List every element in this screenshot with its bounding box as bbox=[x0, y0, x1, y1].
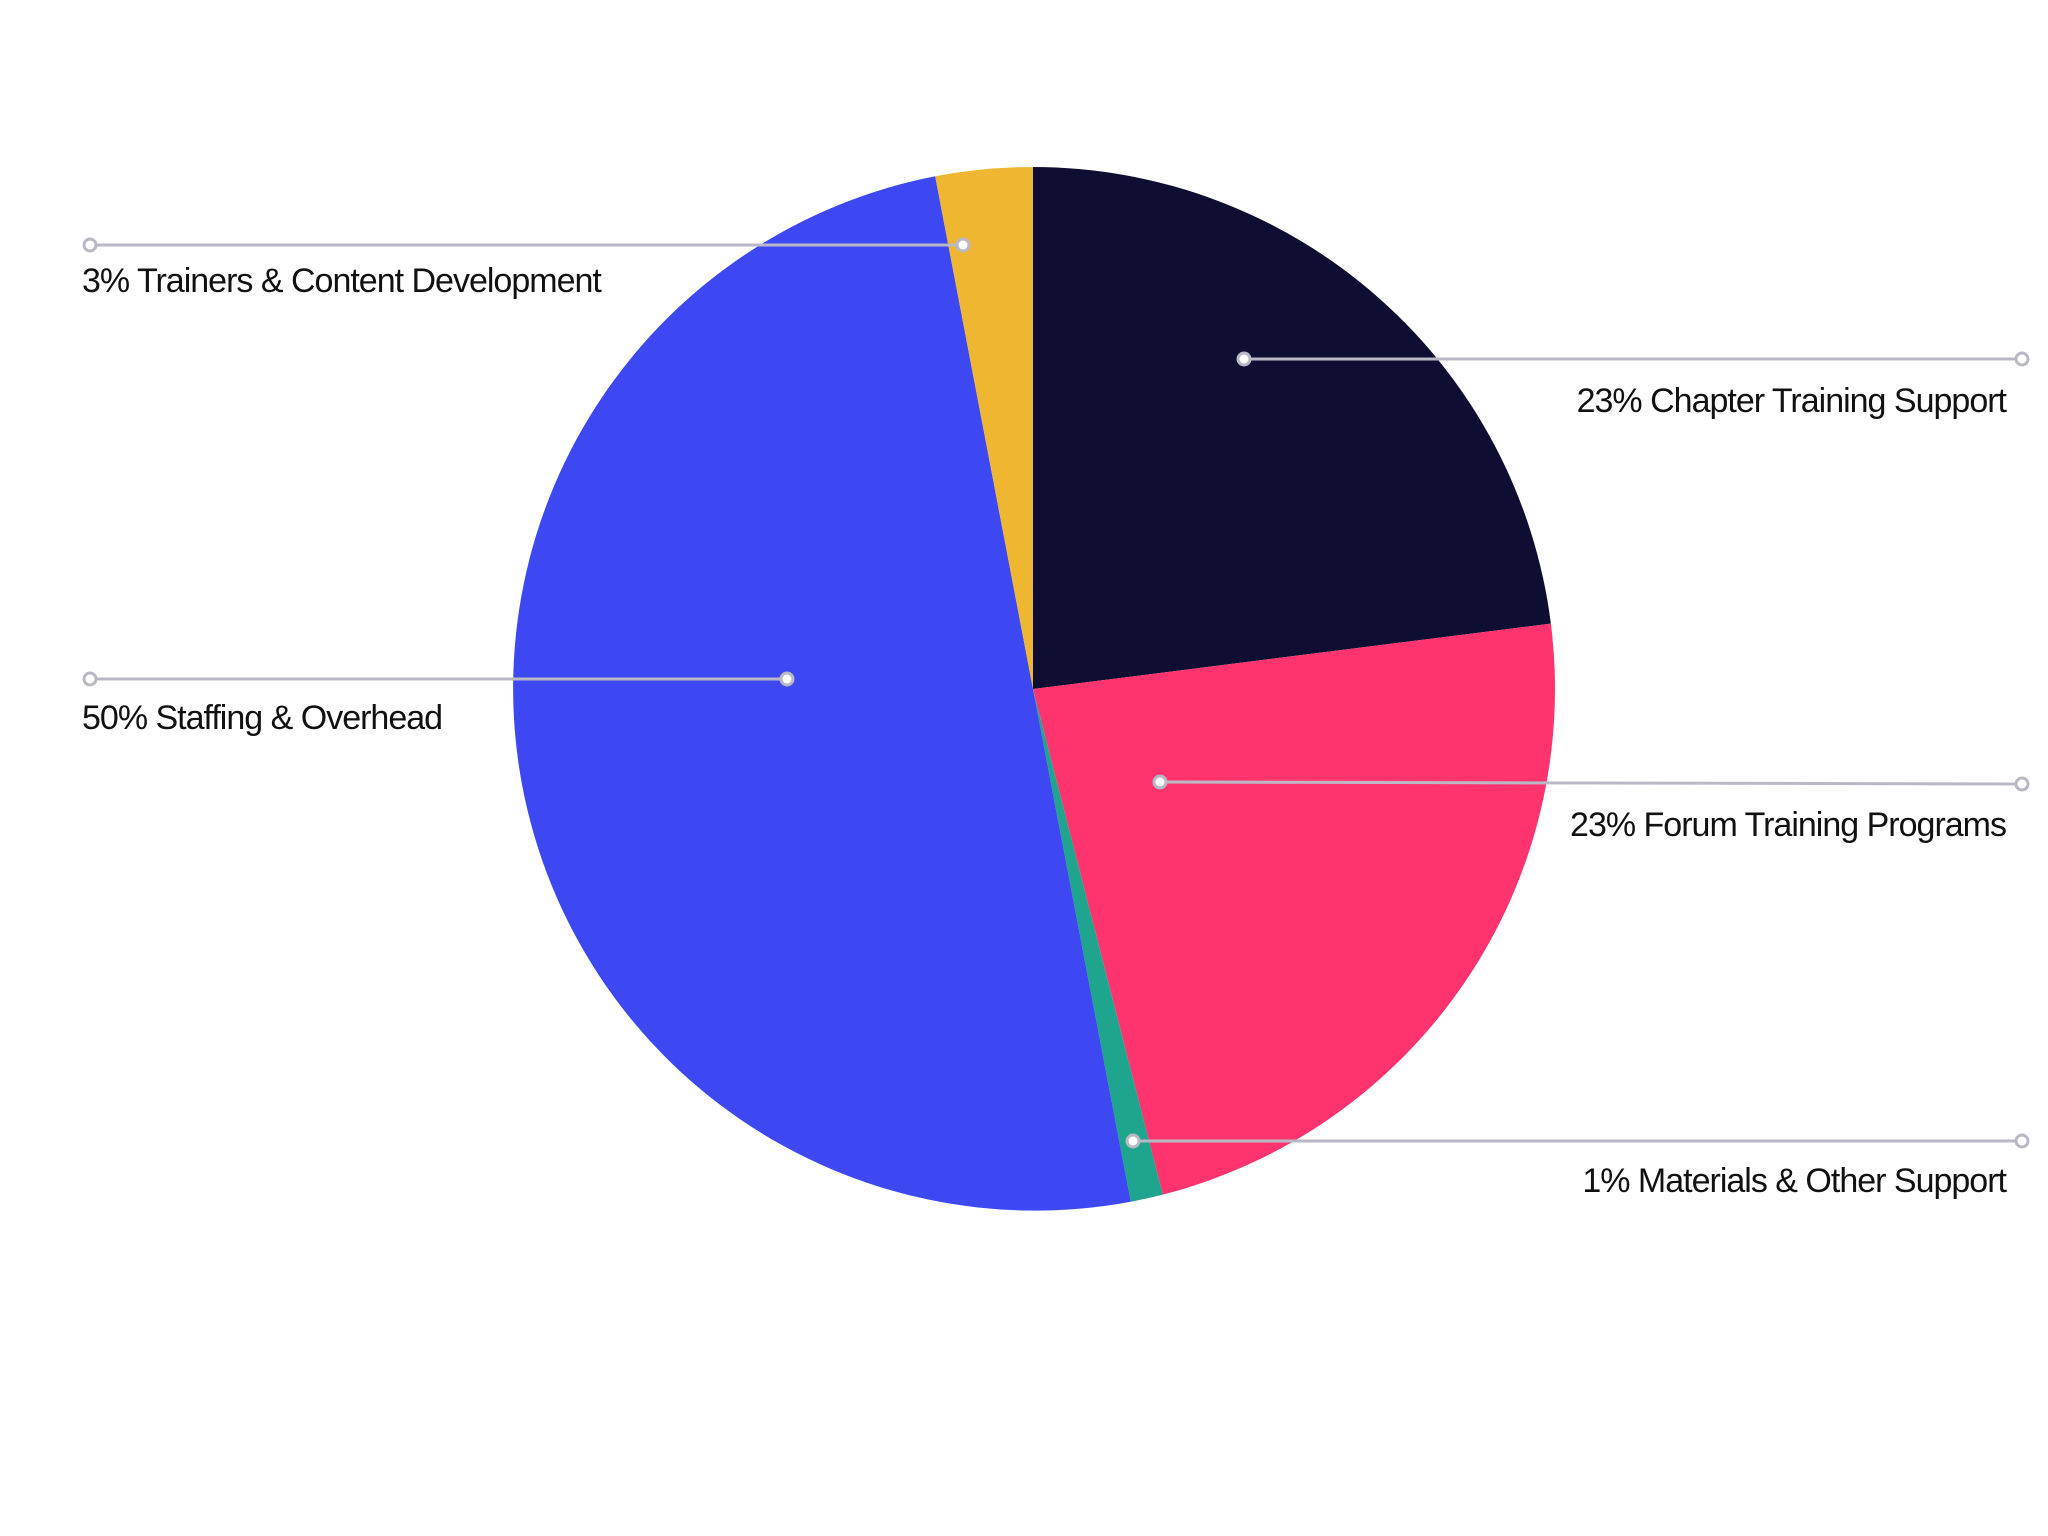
pie-slice-forum-training-programs bbox=[1033, 623, 1555, 1195]
leader-lines bbox=[82, 237, 2030, 1149]
leader-dot-inner-trainers-content-development bbox=[955, 237, 971, 253]
pie-slice-trainers-content-development bbox=[935, 167, 1033, 689]
pie-slices bbox=[513, 167, 1555, 1211]
pie-slice-materials-other-support bbox=[1033, 689, 1163, 1202]
label-trainers-content-development: 3% Trainers & Content Development bbox=[82, 262, 602, 300]
pie-slice-chapter-training-support bbox=[1033, 167, 1551, 689]
leader-dot-inner-materials-other-support bbox=[1125, 1133, 1141, 1149]
leader-dot-outer-staffing-overhead bbox=[82, 671, 98, 687]
leader-dot-outer-materials-other-support bbox=[2014, 1133, 2030, 1149]
leader-dot-outer-trainers-content-development bbox=[82, 237, 98, 253]
leader-line-forum-training-programs bbox=[1159, 780, 2023, 786]
leader-dot-outer-forum-training-programs bbox=[2014, 776, 2030, 792]
leader-dot-outer-chapter-training-support bbox=[2014, 351, 2030, 367]
leader-dot-inner-staffing-overhead bbox=[779, 671, 795, 687]
pie-slice-staffing-overhead bbox=[513, 176, 1131, 1211]
label-forum-training-programs: 23% Forum Training Programs bbox=[1570, 806, 2006, 844]
label-chapter-training-support: 23% Chapter Training Support bbox=[1577, 382, 2008, 420]
label-staffing-overhead: 50% Staffing & Overhead bbox=[82, 699, 442, 737]
leader-dot-inner-forum-training-programs bbox=[1152, 774, 1168, 790]
leader-dot-inner-chapter-training-support bbox=[1236, 351, 1252, 367]
label-materials-other-support: 1% Materials & Other Support bbox=[1582, 1162, 2007, 1200]
